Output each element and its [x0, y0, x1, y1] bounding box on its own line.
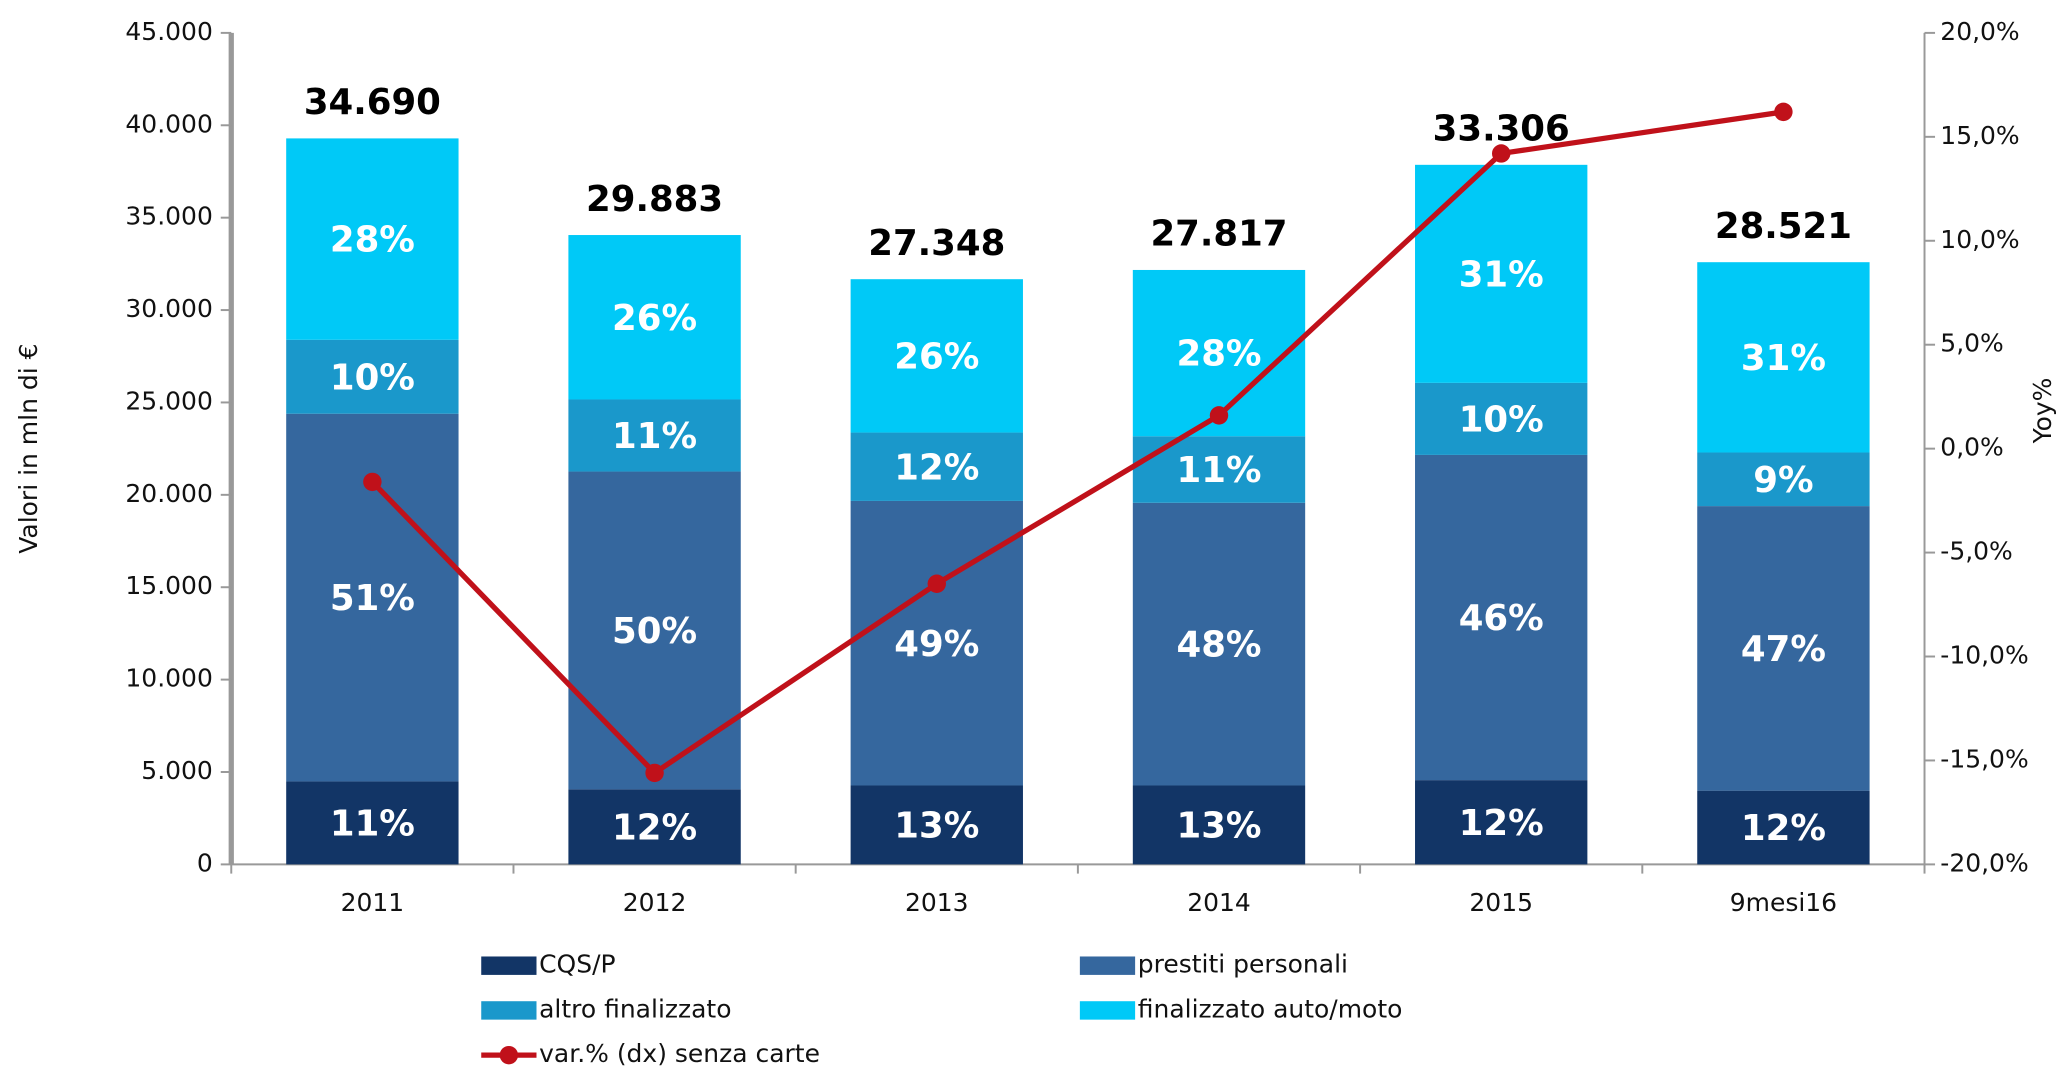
- y-tick-label: 5.000: [141, 756, 213, 785]
- x-tick-label: 2015: [1469, 888, 1533, 917]
- segment-label: 11%: [612, 416, 697, 457]
- x-tick-label: 2012: [623, 888, 687, 917]
- bar-segment: [1415, 382, 1588, 455]
- bar-segment: [1697, 452, 1870, 507]
- legend-swatch: [481, 956, 537, 975]
- bar-segment: [850, 432, 1023, 501]
- segment-label: 13%: [894, 806, 979, 847]
- legend-swatch: [1079, 956, 1136, 975]
- line-point: [363, 472, 382, 492]
- segment-label: 12%: [1459, 803, 1544, 844]
- bar-segment: [1697, 262, 1870, 453]
- segment-label: 12%: [1741, 808, 1826, 849]
- legend-label: altro finalizzato: [539, 994, 731, 1023]
- segment-label: 11%: [1176, 450, 1261, 491]
- segment-label: 26%: [612, 298, 697, 339]
- bar-segment: [568, 235, 741, 400]
- y-tick-label: 40.000: [125, 109, 212, 138]
- bar-segment: [1132, 785, 1306, 865]
- legend-label: finalizzato auto/moto: [1138, 994, 1403, 1023]
- y2-axis-title: Yoy%: [2028, 378, 2057, 445]
- segment-label: 10%: [330, 357, 415, 398]
- legend-swatch: [1079, 1001, 1136, 1020]
- legend-label: CQS/P: [539, 950, 615, 979]
- segment-label: 12%: [894, 447, 979, 488]
- y-tick-label: 0: [197, 848, 213, 877]
- y2-tick-label: -20,0%: [1940, 848, 2028, 877]
- segment-label: 28%: [1176, 334, 1261, 375]
- segment-label: 31%: [1741, 338, 1826, 379]
- segment-label: 46%: [1459, 598, 1544, 639]
- y2-tick-label: 0,0%: [1940, 433, 2003, 462]
- legend-label: var.% (dx) senza carte: [539, 1039, 820, 1067]
- y-axis-title: Valori in mln di €: [14, 344, 43, 554]
- bar-segment: [1697, 790, 1870, 865]
- x-tick-label: 2014: [1187, 888, 1251, 917]
- bar-segment: [850, 785, 1023, 865]
- bar-segment: [1415, 164, 1588, 383]
- legend-label: prestiti personali: [1138, 950, 1348, 979]
- line-point: [1774, 102, 1793, 122]
- total-label: 27.348: [868, 223, 1005, 264]
- y2-tick-label: 15,0%: [1940, 121, 2019, 150]
- segment-label: 10%: [1459, 400, 1544, 441]
- segment-label: 47%: [1741, 629, 1826, 670]
- bar-segment: [286, 138, 459, 340]
- y-tick-label: 30.000: [125, 294, 212, 323]
- line-point: [1491, 144, 1511, 163]
- line-point: [1209, 406, 1229, 425]
- segment-label: 13%: [1176, 806, 1261, 847]
- bar-segment: [286, 781, 459, 865]
- y-tick-label: 15.000: [125, 571, 212, 600]
- bar-segment: [568, 399, 741, 472]
- y-tick-label: 10.000: [125, 664, 212, 693]
- segment-label: 49%: [894, 624, 979, 665]
- line: [370, 109, 1784, 777]
- segment-label: 31%: [1459, 254, 1544, 295]
- legend-point: [499, 1045, 519, 1065]
- bar-segment: [568, 789, 741, 865]
- segment-label: 28%: [330, 220, 415, 261]
- y2-tick-label: 10,0%: [1940, 225, 2019, 254]
- y2-tick-label: -5,0%: [1940, 537, 2013, 566]
- total-label: 28.521: [1715, 206, 1852, 247]
- segment-label: 26%: [894, 337, 979, 378]
- segment-label: 48%: [1176, 625, 1261, 666]
- segment-label: 50%: [612, 611, 697, 652]
- bar-segment: [1132, 502, 1306, 786]
- bar-segment: [1415, 454, 1588, 781]
- y-tick-label: 45.000: [125, 17, 212, 46]
- y2-tick-label: 20,0%: [1940, 17, 2019, 46]
- y2-tick-label: -10,0%: [1940, 641, 2028, 670]
- y2-tick-label: 5,0%: [1940, 329, 2003, 358]
- total-label: 33.306: [1433, 109, 1570, 150]
- total-label: 29.883: [586, 179, 723, 220]
- segment-label: 11%: [330, 804, 415, 845]
- line-point: [927, 574, 946, 593]
- bar-segment: [1697, 506, 1870, 791]
- segment-label: 51%: [330, 578, 415, 619]
- legend-swatch: [481, 1001, 537, 1020]
- line-point: [645, 763, 664, 783]
- bar-segment: [1415, 780, 1588, 865]
- y-tick-label: 35.000: [125, 202, 212, 231]
- x-tick-label: 9mesi16: [1730, 888, 1837, 917]
- total-label: 27.817: [1150, 214, 1287, 255]
- y-tick-label: 20.000: [125, 479, 212, 508]
- y-tick-label: 25.000: [125, 386, 212, 415]
- segment-label: 9%: [1753, 460, 1813, 501]
- bar-segment: [850, 279, 1023, 433]
- x-tick-label: 2011: [341, 888, 405, 917]
- total-label: 34.690: [304, 82, 441, 123]
- segment-label: 12%: [612, 808, 697, 849]
- y2-tick-label: -15,0%: [1940, 744, 2028, 773]
- bar-segment: [286, 339, 459, 414]
- x-tick-label: 2013: [905, 888, 969, 917]
